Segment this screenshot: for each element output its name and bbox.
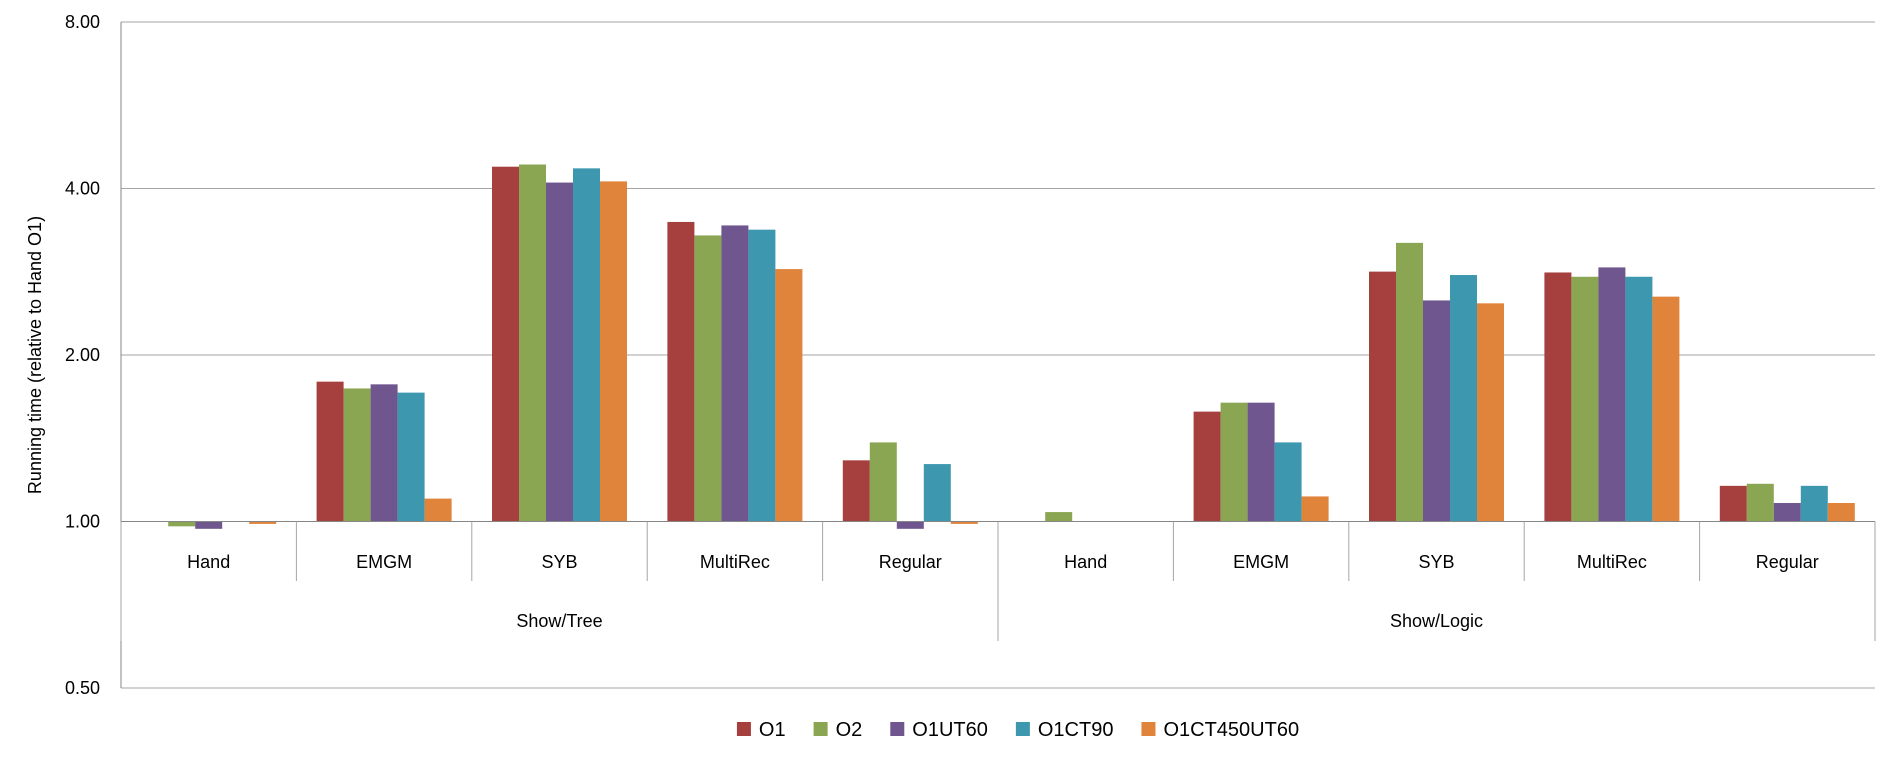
legend-label: O1 bbox=[759, 719, 786, 741]
group-label: Show/Tree bbox=[516, 611, 602, 631]
bar bbox=[168, 521, 196, 527]
bar bbox=[1045, 512, 1073, 522]
bar bbox=[721, 225, 749, 522]
bar bbox=[492, 166, 519, 522]
x-tick-label: Regular bbox=[1756, 552, 1819, 572]
y-tick-label: 2.00 bbox=[65, 345, 100, 365]
bar bbox=[343, 388, 371, 522]
bar bbox=[1719, 485, 1747, 522]
x-tick-label: Regular bbox=[879, 552, 942, 572]
bar bbox=[249, 521, 277, 524]
x-tick-label: EMGM bbox=[356, 552, 412, 572]
bar bbox=[1652, 296, 1680, 522]
y-tick-label: 8.00 bbox=[65, 12, 100, 32]
bar bbox=[1625, 276, 1653, 522]
x-tick-label: Hand bbox=[1064, 552, 1107, 572]
bar bbox=[1220, 402, 1248, 522]
bar bbox=[1423, 300, 1450, 522]
bar bbox=[842, 460, 870, 522]
legend-label: O1CT450UT60 bbox=[1163, 719, 1299, 741]
bar bbox=[1450, 275, 1477, 522]
bar bbox=[896, 521, 924, 529]
bar bbox=[869, 442, 897, 522]
bar bbox=[1544, 272, 1572, 522]
legend-swatch bbox=[736, 722, 751, 736]
x-axis-categories: Hand EMGM SYB MultiRec Regular Hand EMGM SYB Mul… bbox=[120, 521, 1876, 641]
legend-swatch bbox=[890, 722, 905, 736]
legend-swatch bbox=[1015, 722, 1030, 736]
bar bbox=[573, 168, 600, 522]
bar bbox=[748, 229, 776, 522]
bar bbox=[1247, 402, 1275, 522]
bar bbox=[694, 235, 722, 522]
bar bbox=[1274, 442, 1302, 522]
bar bbox=[1598, 267, 1626, 522]
bar bbox=[1477, 303, 1504, 522]
legend-label: O1UT60 bbox=[912, 719, 988, 741]
y-tick-label: 4.00 bbox=[65, 179, 100, 199]
bar bbox=[1369, 271, 1396, 522]
x-tick-label: SYB bbox=[541, 552, 577, 572]
bar bbox=[424, 498, 452, 522]
x-tick-label: EMGM bbox=[1233, 552, 1289, 572]
bar bbox=[195, 521, 223, 529]
bar bbox=[316, 381, 344, 522]
legend-swatch bbox=[813, 722, 828, 736]
y-axis-label: Running time (relative to Hand O1) bbox=[25, 216, 45, 494]
bar bbox=[546, 182, 573, 522]
legend-swatch bbox=[1141, 722, 1156, 736]
bar bbox=[923, 464, 951, 522]
group-label: Show/Logic bbox=[1390, 611, 1483, 631]
y-tick-label: 0.50 bbox=[65, 678, 100, 698]
legend: O1 O2 O1UT60 O1CT90 O1CT450UT60 bbox=[736, 719, 1299, 741]
bar bbox=[397, 392, 425, 522]
bar bbox=[1800, 485, 1828, 522]
bar bbox=[370, 384, 398, 522]
bar bbox=[1301, 496, 1329, 522]
bar bbox=[600, 181, 627, 522]
bar bbox=[1827, 503, 1855, 522]
bar bbox=[1193, 411, 1221, 522]
x-tick-label: MultiRec bbox=[700, 552, 770, 572]
legend-label: O1CT90 bbox=[1038, 719, 1114, 741]
bar bbox=[1773, 503, 1801, 522]
bar bbox=[1746, 483, 1774, 522]
bar bbox=[950, 521, 978, 524]
bar bbox=[519, 164, 546, 522]
y-tick-label: 1.00 bbox=[65, 512, 100, 532]
bar bbox=[667, 221, 695, 522]
x-tick-label: Hand bbox=[187, 552, 230, 572]
bar bbox=[1571, 276, 1599, 522]
x-tick-label: MultiRec bbox=[1577, 552, 1647, 572]
x-tick-label: SYB bbox=[1418, 552, 1454, 572]
bar bbox=[775, 269, 803, 522]
y-axis-ticks: 8.00 4.00 2.00 1.00 0.50 bbox=[65, 12, 100, 698]
x-axis-groups: Show/Tree Show/Logic bbox=[516, 611, 1483, 631]
legend-label: O2 bbox=[836, 719, 863, 741]
bar bbox=[1396, 242, 1423, 522]
bars bbox=[141, 164, 1855, 529]
